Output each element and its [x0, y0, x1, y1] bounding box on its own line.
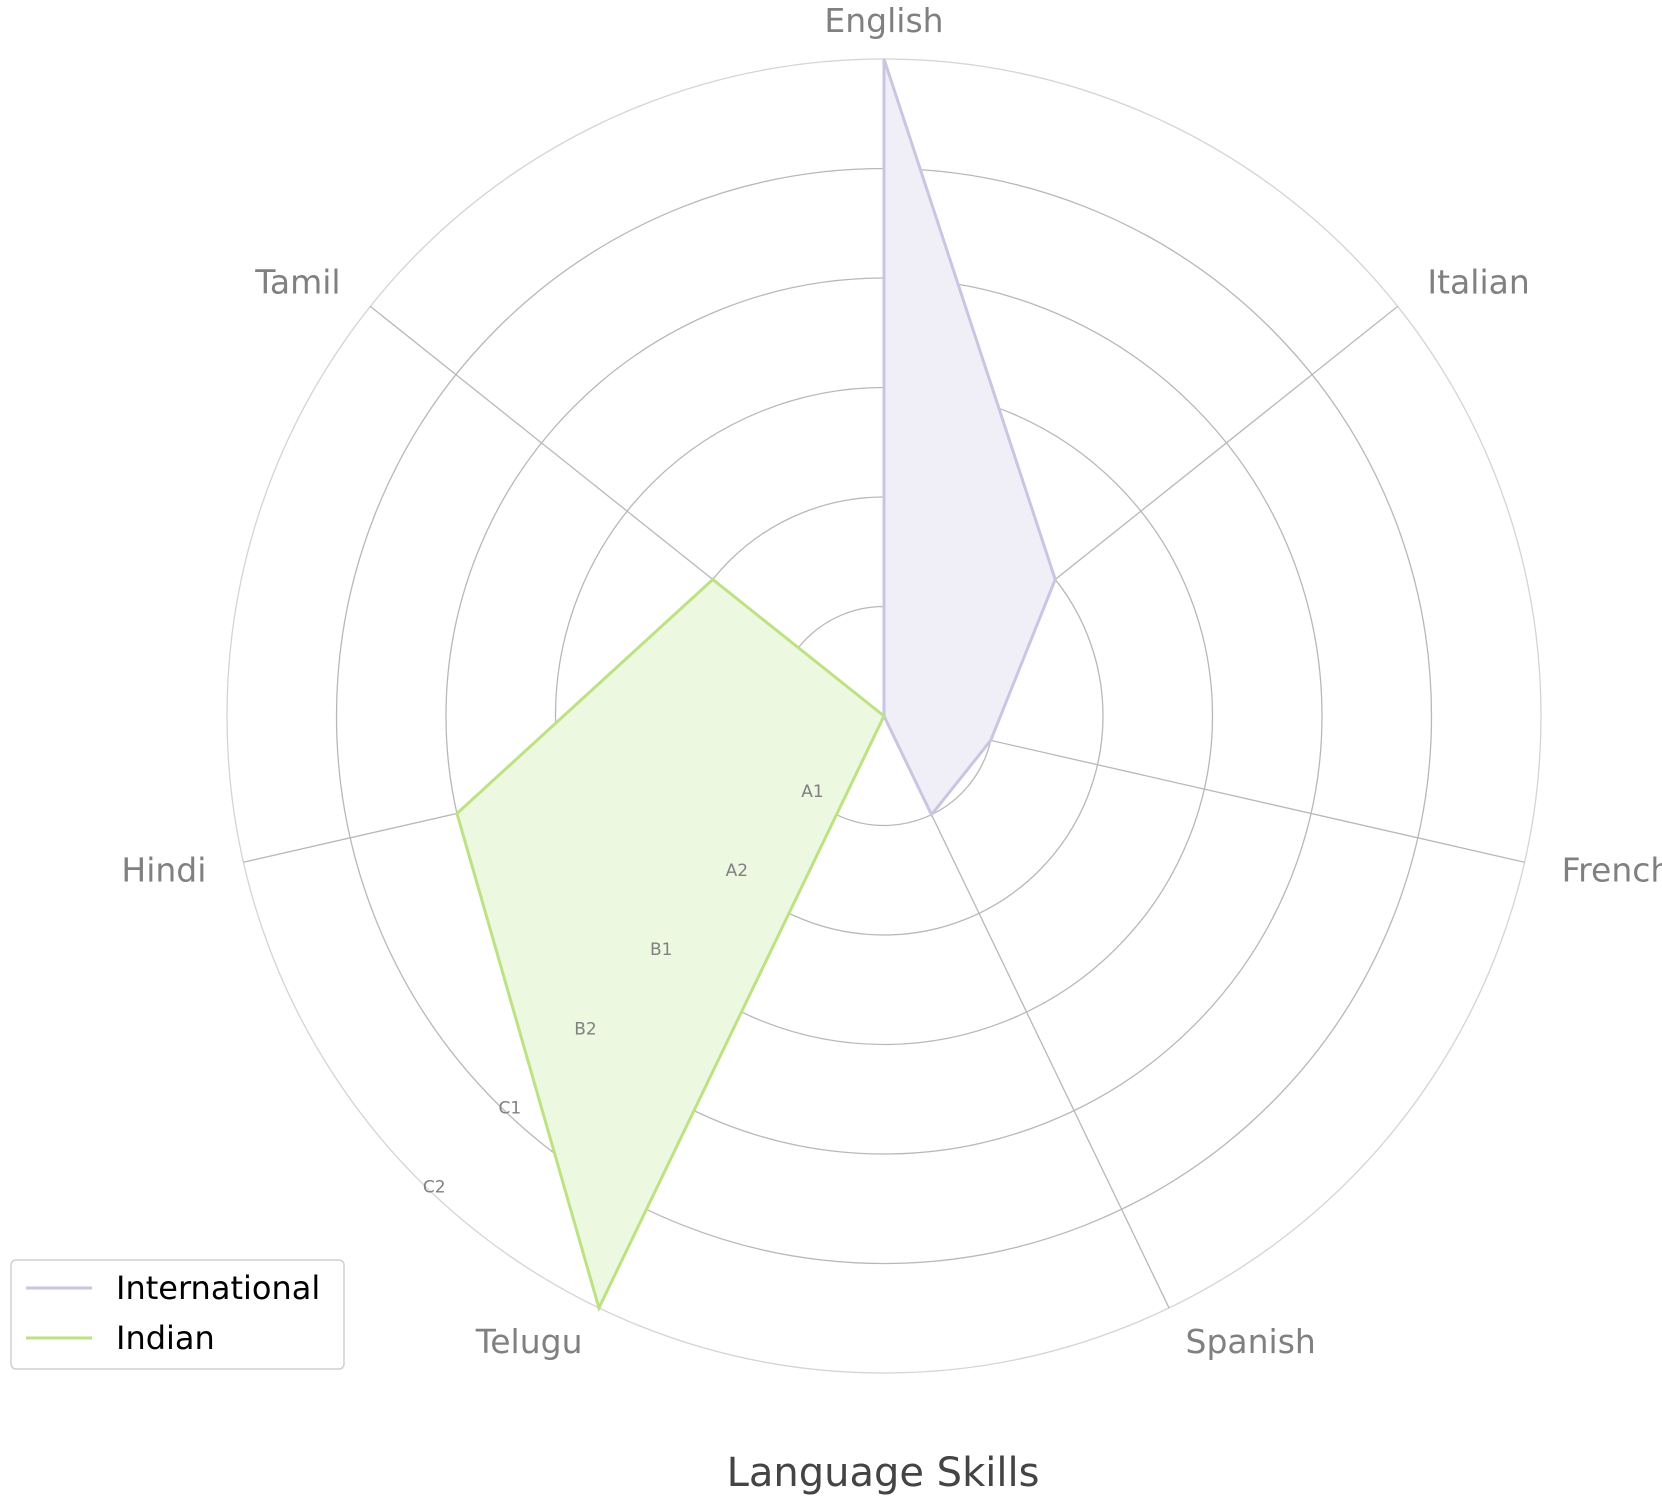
radar-series: [455, 58, 1057, 1313]
ring-label-c2: C2: [423, 1178, 446, 1198]
series-line-indian: [455, 577, 886, 1313]
axis-label-tamil: Tamil: [254, 263, 340, 302]
legend: International Indian: [10, 1259, 345, 1370]
chart-title: Language Skills: [727, 1450, 1040, 1496]
legend-label-indian: Indian: [116, 1319, 215, 1357]
ring-label-a2: A2: [726, 861, 748, 881]
series-area-indian: [456, 579, 884, 1308]
axis-label-telugu: Telugu: [475, 1322, 583, 1361]
ring-label-b1: B1: [650, 940, 672, 960]
axis-label-english: English: [824, 1, 943, 40]
axis-label-italian: Italian: [1427, 263, 1529, 302]
axis-label-spanish: Spanish: [1186, 1322, 1316, 1361]
ring-label-c1: C1: [499, 1099, 522, 1119]
series-area-international: [884, 59, 1056, 815]
legend-label-international: International: [116, 1269, 320, 1307]
ring-label-b2: B2: [574, 1019, 596, 1039]
axis-label-hindi: Hindi: [121, 851, 206, 890]
legend-box: [10, 1259, 345, 1370]
series-line-international: [882, 58, 1057, 818]
axis-label-french: French: [1562, 851, 1662, 890]
ring-label-a1: A1: [801, 782, 823, 802]
radar-labels: English Italian French Spanish Telugu Hindi Ta…: [121, 1, 1662, 1361]
